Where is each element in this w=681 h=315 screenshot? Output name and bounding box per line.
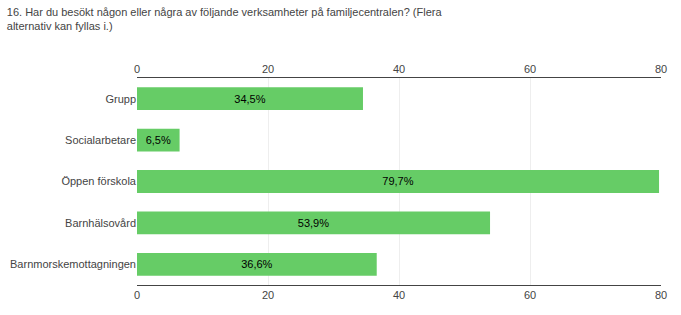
- svg-text:Socialarbetare: Socialarbetare: [65, 134, 136, 146]
- svg-text:20: 20: [262, 289, 274, 301]
- svg-text:Grupp: Grupp: [105, 93, 136, 105]
- svg-text:34,5%: 34,5%: [234, 93, 265, 105]
- svg-text:36,6%: 36,6%: [241, 258, 272, 270]
- svg-text:0: 0: [134, 63, 140, 75]
- svg-text:80: 80: [655, 289, 667, 301]
- svg-text:79,7%: 79,7%: [382, 175, 413, 187]
- svg-text:60: 60: [524, 289, 536, 301]
- svg-text:16. Har du besökt någon eller: 16. Har du besökt någon eller några av f…: [7, 6, 443, 32]
- svg-text:6,5%: 6,5%: [146, 134, 171, 146]
- svg-text:0: 0: [134, 289, 140, 301]
- svg-text:Öppen förskola: Öppen förskola: [61, 175, 136, 187]
- svg-text:53,9%: 53,9%: [298, 217, 329, 229]
- svg-text:40: 40: [393, 289, 405, 301]
- svg-text:80: 80: [655, 63, 667, 75]
- svg-text:Barnmorskemottagningen: Barnmorskemottagningen: [10, 258, 136, 270]
- svg-text:20: 20: [262, 63, 274, 75]
- svg-text:Barnhälsovård: Barnhälsovård: [65, 217, 136, 229]
- svg-text:60: 60: [524, 63, 536, 75]
- svg-text:40: 40: [393, 63, 405, 75]
